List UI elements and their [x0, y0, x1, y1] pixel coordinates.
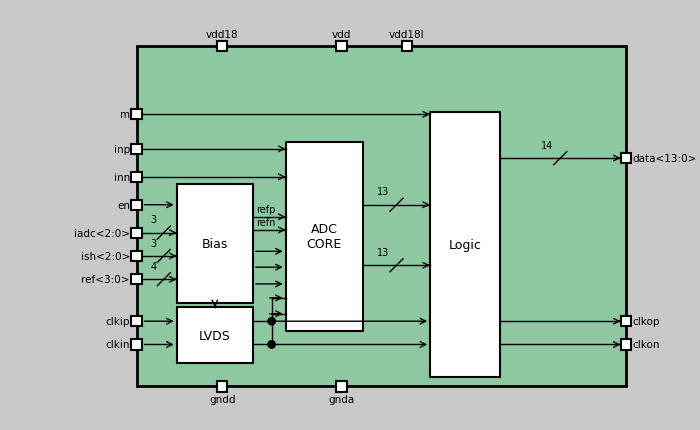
Text: Bias: Bias [202, 237, 228, 250]
Bar [132, 316, 141, 326]
Text: vdd18I: vdd18I [389, 30, 425, 40]
Text: vdd18: vdd18 [206, 30, 239, 40]
Circle shape [268, 318, 275, 325]
Text: 13: 13 [377, 247, 389, 257]
Bar [217, 381, 228, 392]
Text: 4: 4 [150, 261, 156, 271]
Text: ref<3:0>: ref<3:0> [81, 275, 130, 285]
Text: Logic: Logic [449, 238, 482, 251]
Text: refn: refn [256, 218, 275, 227]
Text: 14: 14 [540, 141, 553, 150]
Text: m: m [120, 110, 130, 120]
Text: clkon: clkon [632, 340, 660, 350]
Bar [132, 200, 141, 210]
Bar [337, 381, 346, 392]
Bar [176, 307, 253, 363]
Text: en: en [117, 200, 130, 210]
Text: 3: 3 [150, 238, 156, 248]
Bar [136, 47, 626, 387]
Bar [132, 172, 141, 182]
Bar [621, 316, 631, 326]
Text: inn: inn [113, 172, 130, 182]
Text: clkop: clkop [632, 316, 660, 326]
Circle shape [268, 341, 275, 348]
Bar [176, 185, 253, 303]
Bar [286, 143, 363, 331]
Bar [132, 110, 141, 120]
Bar [132, 228, 141, 238]
Text: inp: inp [113, 144, 130, 154]
Text: LVDS: LVDS [199, 329, 231, 342]
Bar [132, 251, 141, 261]
Text: gnda: gnda [328, 394, 355, 404]
Bar [132, 144, 141, 154]
Bar [132, 274, 141, 285]
Text: 3: 3 [150, 215, 156, 225]
Text: vdd: vdd [332, 30, 351, 40]
Text: ADC
CORE: ADC CORE [307, 223, 342, 251]
Text: refp: refp [256, 205, 275, 215]
Bar [402, 42, 412, 52]
Bar [132, 340, 141, 350]
Text: gndd: gndd [209, 394, 235, 404]
Text: iadc<2:0>: iadc<2:0> [74, 228, 130, 238]
Bar [430, 112, 500, 377]
Text: data<13:0>: data<13:0> [632, 154, 696, 164]
Text: 13: 13 [377, 187, 389, 197]
Text: clkip: clkip [106, 316, 130, 326]
Bar [337, 42, 346, 52]
Bar [621, 154, 631, 164]
Text: ish<2:0>: ish<2:0> [80, 252, 130, 261]
Text: clkin: clkin [106, 340, 130, 350]
Bar [621, 340, 631, 350]
Bar [217, 42, 228, 52]
